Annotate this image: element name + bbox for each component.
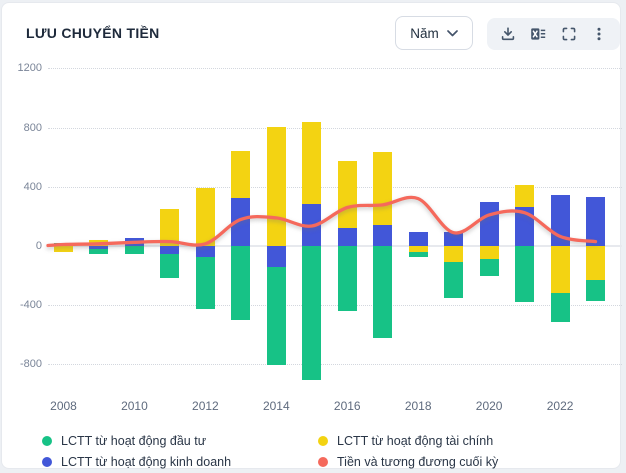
legend-label: Tiền và tương đương cuối kỳ (337, 455, 499, 469)
legend-dot-red (318, 457, 328, 467)
bar-2017-kinh-doanh[interactable] (373, 224, 393, 246)
card-header: LƯU CHUYỂN TIỀN Năm (2, 3, 620, 61)
bar-2012-dau-tu[interactable] (195, 256, 215, 309)
bar-2014-kinh-doanh[interactable] (266, 246, 286, 268)
legend-dot-green (42, 436, 52, 446)
x-axis-tick-label: 2022 (546, 399, 574, 413)
x-axis-tick-label: 2012 (192, 399, 219, 413)
bar-2021-dau-tu[interactable] (515, 246, 535, 303)
legend-item-dau-tu[interactable]: LCTT từ hoạt động đầu tư (42, 433, 318, 449)
bar-2009-tai-chinh[interactable] (89, 240, 109, 246)
bar-2021-tai-chinh[interactable] (515, 184, 535, 208)
bar-2018-kinh-doanh[interactable] (408, 231, 428, 246)
y-axis-tick-label: 800 (23, 121, 42, 134)
x-axis-tick-label: 2010 (121, 399, 148, 413)
gridline (48, 364, 622, 366)
bar-2022-dau-tu[interactable] (550, 292, 570, 323)
period-dropdown[interactable]: Năm (395, 16, 473, 50)
chart-plot-area: 1200 800 400 0 -400 -800 2008 2010 2012 2014 2016 2… (2, 3, 622, 473)
bar-2014-tai-chinh[interactable] (266, 126, 286, 246)
period-dropdown-value: Năm (410, 25, 439, 41)
bar-2012-kinh-doanh[interactable] (195, 246, 215, 257)
fullscreen-icon[interactable] (560, 26, 577, 43)
bar-2017-dau-tu[interactable] (373, 246, 393, 339)
excel-icon[interactable] (530, 26, 547, 43)
more-icon[interactable] (590, 26, 607, 43)
bar-2020-tai-chinh[interactable] (479, 246, 499, 260)
legend-item-tien-cuoi-ky[interactable]: Tiền và tương đương cuối kỳ (318, 454, 594, 470)
bar-2011-tai-chinh[interactable] (160, 209, 180, 246)
y-axis-tick-label: 1200 (17, 62, 42, 75)
y-axis-tick-label: 400 (23, 180, 42, 193)
bar-2016-kinh-doanh[interactable] (337, 228, 357, 246)
bar-2021-kinh-doanh[interactable] (515, 207, 535, 246)
chart-legend: LCTT từ hoạt động đầu tư LCTT từ hoạt độ… (42, 433, 602, 470)
bar-2009-dau-tu[interactable] (89, 249, 109, 254)
legend-item-kinh-doanh[interactable]: LCTT từ hoạt động kinh doanh (42, 454, 318, 470)
y-axis-tick-label: -400 (19, 299, 42, 312)
gridline (48, 68, 622, 70)
bar-2013-tai-chinh[interactable] (231, 150, 251, 199)
bar-2012-tai-chinh[interactable] (195, 187, 215, 246)
bar-2011-kinh-doanh[interactable] (160, 246, 180, 255)
bar-2023-kinh-doanh[interactable] (586, 197, 606, 246)
x-axis-tick-label: 2008 (50, 399, 77, 413)
bar-2023-dau-tu[interactable] (586, 279, 606, 302)
legend-dot-yellow (318, 436, 328, 446)
gridline (48, 127, 622, 129)
legend-item-tai-chinh[interactable]: LCTT từ hoạt động tài chính (318, 433, 594, 449)
page-title: LƯU CHUYỂN TIỀN (26, 25, 160, 41)
legend-label: LCTT từ hoạt động đầu tư (61, 434, 207, 448)
x-axis-tick-label: 2016 (333, 399, 361, 413)
legend-label: LCTT từ hoạt động tài chính (337, 434, 494, 448)
chevron-down-icon (446, 24, 458, 42)
gridline (48, 186, 622, 188)
bar-2017-tai-chinh[interactable] (373, 152, 393, 225)
bar-2011-dau-tu[interactable] (160, 254, 180, 278)
x-axis-tick-label: 2020 (475, 399, 503, 413)
bar-2014-dau-tu[interactable] (266, 267, 286, 366)
bar-2016-tai-chinh[interactable] (337, 160, 357, 229)
bar-2010-dau-tu[interactable] (124, 246, 144, 255)
bar-2023-tai-chinh[interactable] (586, 246, 606, 280)
bar-2013-kinh-doanh[interactable] (231, 198, 251, 246)
y-axis-tick-label: 0 (35, 240, 42, 252)
bar-2013-dau-tu[interactable] (231, 246, 251, 321)
bar-2022-kinh-doanh[interactable] (550, 194, 570, 246)
y-axis-tick-label: -800 (19, 358, 42, 371)
download-icon[interactable] (500, 26, 517, 43)
bar-2008-dau-tu[interactable] (54, 243, 73, 246)
x-axis-tick-label: 2018 (404, 399, 432, 413)
bar-2008-tai-chinh[interactable] (54, 246, 73, 253)
bar-2009-kinh-doanh[interactable] (89, 246, 109, 250)
bar-2019-kinh-doanh[interactable] (444, 231, 464, 246)
bar-2019-tai-chinh[interactable] (444, 246, 464, 262)
bar-2015-kinh-doanh[interactable] (302, 203, 322, 246)
gridline (48, 305, 622, 307)
bar-2019-dau-tu[interactable] (444, 261, 464, 298)
bar-2018-tai-chinh[interactable] (408, 246, 428, 252)
bar-2010-kinh-doanh[interactable] (124, 237, 144, 246)
chart-toolbar (487, 18, 620, 50)
bar-2022-tai-chinh[interactable] (550, 246, 570, 293)
bar-2015-tai-chinh[interactable] (302, 122, 322, 204)
bar-2016-dau-tu[interactable] (337, 246, 357, 312)
legend-label: LCTT từ hoạt động kinh doanh (61, 455, 232, 469)
bar-2020-kinh-doanh[interactable] (479, 202, 499, 246)
bar-2020-dau-tu[interactable] (479, 259, 499, 277)
bar-2018-dau-tu[interactable] (408, 251, 428, 257)
legend-dot-blue (42, 457, 52, 467)
bar-2015-dau-tu[interactable] (302, 246, 322, 380)
x-axis-tick-label: 2014 (262, 399, 290, 413)
